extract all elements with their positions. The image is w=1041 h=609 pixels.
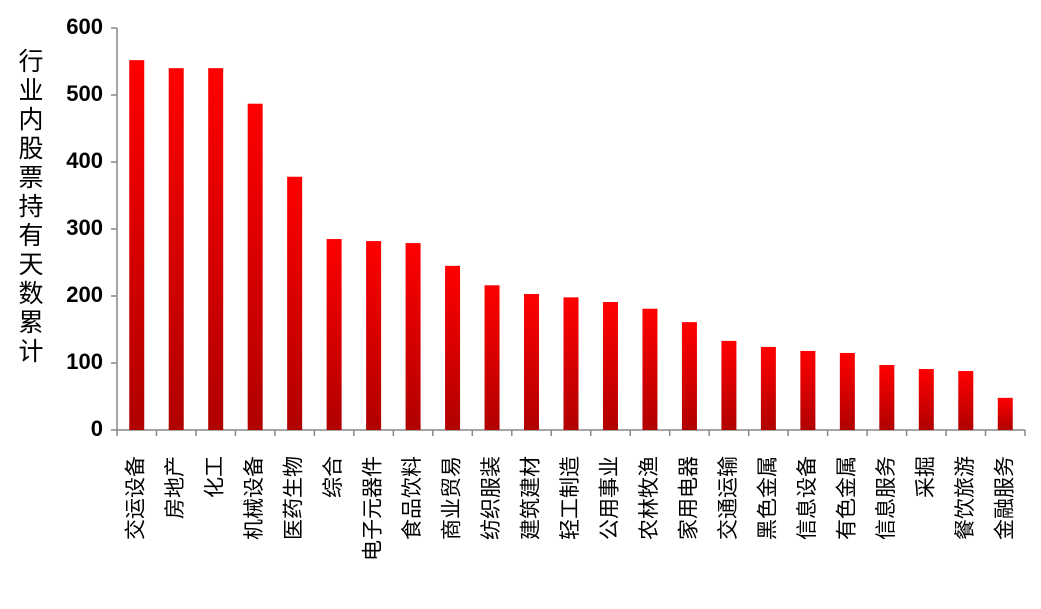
x-tick-label: 公用事业 bbox=[597, 456, 621, 540]
bar bbox=[326, 239, 342, 430]
bar bbox=[208, 68, 224, 430]
bar bbox=[129, 60, 145, 430]
x-tick-label: 信息设备 bbox=[795, 456, 819, 540]
bar bbox=[760, 346, 776, 430]
y-tick-label: 0 bbox=[91, 416, 103, 441]
x-tick-label: 餐饮旅游 bbox=[953, 456, 977, 540]
bar bbox=[839, 352, 855, 430]
x-tick-label: 农林牧渔 bbox=[637, 456, 661, 540]
bar bbox=[168, 68, 184, 430]
bar bbox=[800, 350, 816, 430]
x-tick-label: 化工 bbox=[203, 456, 227, 498]
bar bbox=[445, 265, 461, 430]
bar bbox=[642, 308, 658, 430]
y-tick-label: 300 bbox=[66, 215, 103, 240]
x-tick-label: 房地产 bbox=[163, 456, 187, 519]
y-tick-label: 200 bbox=[66, 282, 103, 307]
x-tick-label: 机械设备 bbox=[242, 456, 266, 540]
bar bbox=[602, 302, 618, 430]
bar bbox=[484, 285, 500, 430]
x-tick-label: 电子元器件 bbox=[361, 456, 385, 561]
x-tick-label: 建筑建材 bbox=[519, 456, 543, 540]
y-tick-label: 100 bbox=[66, 349, 103, 374]
x-tick-label: 医药生物 bbox=[282, 456, 306, 540]
bar bbox=[721, 340, 737, 430]
bar bbox=[287, 176, 303, 430]
x-tick-label: 综合 bbox=[321, 456, 345, 498]
bar bbox=[918, 369, 934, 430]
bar bbox=[997, 397, 1013, 430]
bar bbox=[366, 241, 382, 430]
bar bbox=[405, 243, 421, 430]
x-tick-label: 采掘 bbox=[913, 456, 937, 498]
x-tick-label: 金融服务 bbox=[992, 456, 1016, 540]
x-tick-label: 有色金属 bbox=[834, 456, 858, 540]
x-tick-label: 交通运输 bbox=[716, 456, 740, 540]
bar bbox=[563, 297, 579, 430]
y-tick-label: 400 bbox=[66, 148, 103, 173]
bar bbox=[681, 322, 697, 430]
x-tick-label: 商业贸易 bbox=[440, 456, 464, 540]
y-tick-label: 600 bbox=[66, 14, 103, 39]
y-axis-label: 行业内股票持有天数累计 bbox=[15, 48, 44, 367]
x-tick-label: 交运设备 bbox=[124, 456, 148, 540]
x-tick-label: 纺织服装 bbox=[479, 456, 503, 540]
x-tick-label: 轻工制造 bbox=[558, 456, 582, 540]
bar bbox=[879, 365, 895, 430]
bar bbox=[247, 103, 263, 431]
x-tick-label: 信息服务 bbox=[874, 456, 898, 540]
x-tick-label: 食品饮料 bbox=[400, 456, 424, 540]
x-tick-label: 家用电器 bbox=[676, 456, 700, 540]
y-tick-label: 500 bbox=[66, 81, 103, 106]
bar bbox=[958, 371, 974, 430]
bar bbox=[524, 293, 540, 430]
x-tick-label: 黑色金属 bbox=[755, 456, 779, 540]
